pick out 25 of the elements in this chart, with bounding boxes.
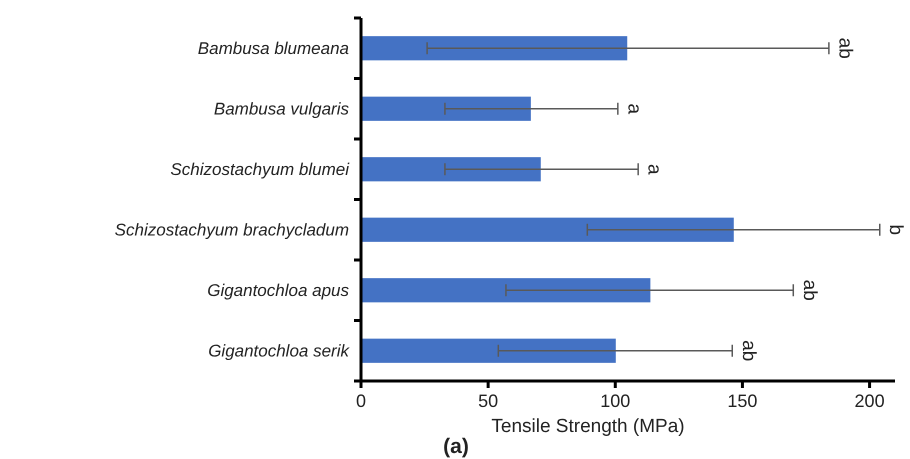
x-tick-label: 50 [478, 391, 498, 411]
y-tick-label: Gigantochloa apus [207, 280, 350, 300]
y-tick-label: Schizostachyum blumei [170, 160, 350, 179]
annotation: ab [738, 340, 759, 362]
bar [361, 278, 650, 302]
x-axis-title: Tensile Strength (MPa) [491, 416, 685, 437]
text: (a) [443, 435, 469, 458]
annotation: a [623, 103, 644, 114]
y-tick-label: Schizostachyum brachycladum [114, 220, 349, 240]
bar [361, 157, 541, 182]
annotation: ab [798, 280, 820, 301]
annotation: a [644, 164, 665, 175]
x-tick-label: 0 [356, 391, 366, 411]
y-tick-label: Gigantochloa serik [208, 341, 350, 360]
annotation: ab [834, 38, 856, 59]
bar [361, 218, 734, 242]
x-tick-label: 150 [727, 391, 758, 411]
bar [361, 338, 616, 363]
x-tick-label: 100 [600, 391, 630, 411]
y-tick-label: Bambusa blumeana [198, 38, 349, 58]
annotation: b [885, 224, 906, 236]
y-tick-label: Bambusa vulgaris [214, 99, 350, 118]
x-tick-label: 200 [854, 391, 885, 411]
bar [361, 36, 628, 60]
bar [361, 96, 531, 121]
